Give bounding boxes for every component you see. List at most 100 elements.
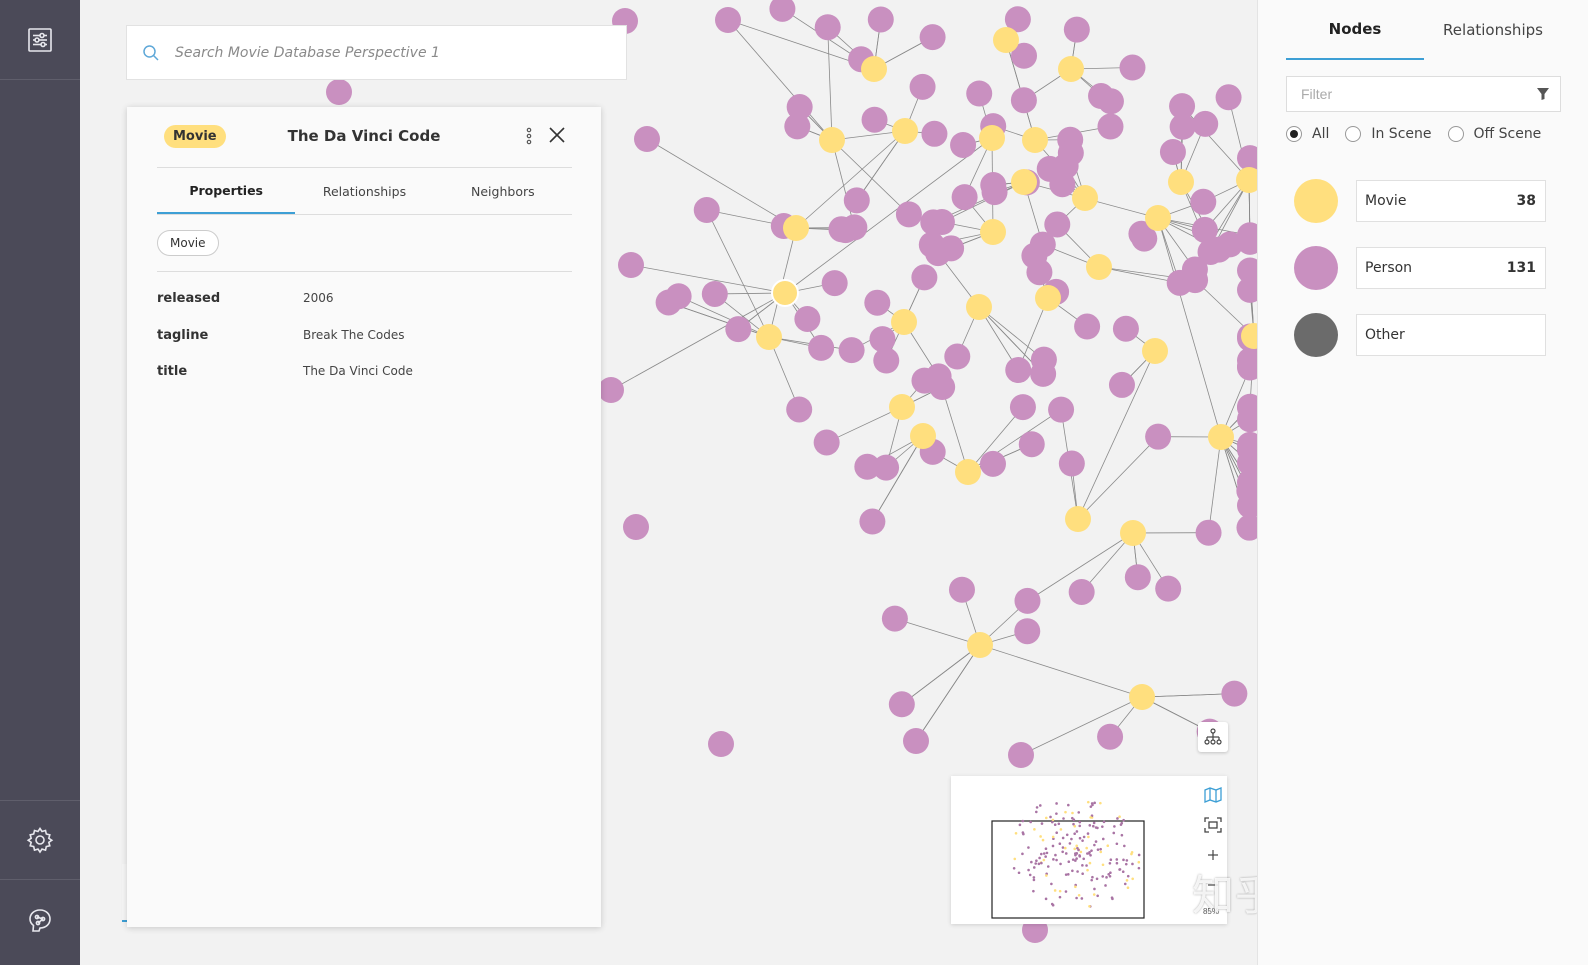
person-node[interactable] <box>1057 139 1084 166</box>
filter-field[interactable] <box>1286 76 1561 112</box>
node-label-badge[interactable]: Movie <box>164 125 226 148</box>
person-node[interactable] <box>1005 357 1032 384</box>
radio-indicator[interactable] <box>1286 126 1302 142</box>
map-toggle-button[interactable] <box>1203 780 1223 810</box>
person-node[interactable] <box>1014 618 1041 645</box>
category-color-swatch[interactable] <box>1294 246 1338 290</box>
person-node[interactable] <box>1192 110 1219 137</box>
movie-node[interactable] <box>889 394 915 420</box>
person-node[interactable] <box>715 7 741 33</box>
minimap-view[interactable] <box>951 776 1197 924</box>
tab-nodes[interactable]: Nodes <box>1286 0 1424 60</box>
person-node[interactable] <box>1124 564 1151 591</box>
minimap[interactable]: 85% <box>951 776 1227 924</box>
person-node[interactable] <box>832 217 859 244</box>
person-node[interactable] <box>1169 93 1196 120</box>
person-node[interactable] <box>786 396 813 423</box>
person-node[interactable] <box>1044 211 1071 238</box>
person-node[interactable] <box>1063 16 1090 43</box>
person-node[interactable] <box>1237 406 1257 433</box>
movie-node[interactable] <box>1168 169 1194 195</box>
person-node[interactable] <box>1236 477 1257 504</box>
person-node[interactable] <box>725 316 752 343</box>
ai-assistant-button[interactable] <box>0 881 80 961</box>
movie-node[interactable] <box>756 324 782 350</box>
category-other[interactable]: Other <box>1294 313 1549 357</box>
person-node[interactable] <box>1195 519 1222 546</box>
person-node[interactable] <box>1030 346 1057 373</box>
person-node[interactable] <box>854 453 881 480</box>
person-node[interactable] <box>634 126 660 152</box>
settings-button[interactable] <box>0 800 80 880</box>
movie-node[interactable] <box>967 632 993 658</box>
person-node[interactable] <box>784 113 811 140</box>
person-node[interactable] <box>944 343 971 370</box>
person-node[interactable] <box>1221 680 1248 707</box>
person-node[interactable] <box>1215 84 1242 111</box>
movie-node[interactable] <box>1072 185 1098 211</box>
person-node[interactable] <box>1018 431 1045 458</box>
property-value[interactable]: Break The Codes <box>303 328 405 342</box>
movie-node[interactable] <box>1142 338 1168 364</box>
person-node[interactable] <box>821 270 848 297</box>
perspective-drawer-button[interactable] <box>0 0 80 80</box>
radio-in-scene[interactable]: In Scene <box>1345 126 1432 142</box>
movie-node[interactable] <box>1120 520 1146 546</box>
person-node[interactable] <box>950 131 977 158</box>
person-node[interactable] <box>895 201 922 228</box>
person-node[interactable] <box>808 334 835 361</box>
person-node[interactable] <box>693 197 720 224</box>
person-node[interactable] <box>1119 54 1146 81</box>
person-node[interactable] <box>869 326 896 353</box>
person-node[interactable] <box>843 187 870 214</box>
filter-icon[interactable] <box>1536 87 1550 101</box>
person-node[interactable] <box>903 728 929 754</box>
tab-properties[interactable]: Properties <box>157 168 296 214</box>
person-node[interactable] <box>888 691 915 718</box>
radio-indicator[interactable] <box>1345 126 1362 142</box>
person-node[interactable] <box>618 252 644 278</box>
search-bar[interactable] <box>126 25 627 80</box>
person-node[interactable] <box>951 184 978 211</box>
person-node[interactable] <box>873 454 900 481</box>
person-node[interactable] <box>920 209 947 236</box>
person-node[interactable] <box>794 305 821 332</box>
person-node[interactable] <box>861 106 888 133</box>
person-node[interactable] <box>1237 222 1257 249</box>
person-node[interactable] <box>1097 113 1124 140</box>
person-node[interactable] <box>1191 216 1218 243</box>
person-node[interactable] <box>979 450 1006 477</box>
layout-button[interactable] <box>1198 722 1228 752</box>
property-value[interactable]: The Da Vinci Code <box>303 364 413 378</box>
person-node[interactable] <box>1097 88 1124 115</box>
movie-node[interactable] <box>955 459 981 485</box>
person-node[interactable] <box>1237 145 1257 172</box>
person-node[interactable] <box>708 731 734 757</box>
person-node[interactable] <box>980 172 1007 199</box>
person-node[interactable] <box>701 280 728 307</box>
person-node[interactable] <box>1009 394 1036 421</box>
graph-canvas[interactable]: Movie The Da Vinci Code Properties Relat… <box>80 0 1257 965</box>
person-node[interactable] <box>1004 6 1031 33</box>
movie-node[interactable] <box>910 423 936 449</box>
person-node[interactable] <box>1237 276 1257 303</box>
person-node[interactable] <box>1074 313 1101 340</box>
person-node[interactable] <box>925 240 952 267</box>
person-node[interactable] <box>909 73 936 100</box>
movie-node[interactable] <box>980 219 1006 245</box>
category-movie[interactable]: Movie 38 <box>1294 179 1549 223</box>
person-node[interactable] <box>1011 42 1038 69</box>
filter-input[interactable] <box>1301 86 1521 102</box>
person-node[interactable] <box>813 429 840 456</box>
person-node[interactable] <box>1097 723 1124 750</box>
person-node[interactable] <box>1128 220 1155 247</box>
movie-node[interactable] <box>1011 169 1037 195</box>
person-node[interactable] <box>1068 578 1095 605</box>
person-node[interactable] <box>966 80 993 107</box>
radio-indicator[interactable] <box>1447 126 1464 142</box>
movie-node[interactable] <box>891 309 917 335</box>
movie-node[interactable] <box>1208 424 1234 450</box>
tab-neighbors[interactable]: Neighbors <box>471 183 535 199</box>
person-node[interactable] <box>873 347 900 374</box>
person-node[interactable] <box>1049 171 1076 198</box>
